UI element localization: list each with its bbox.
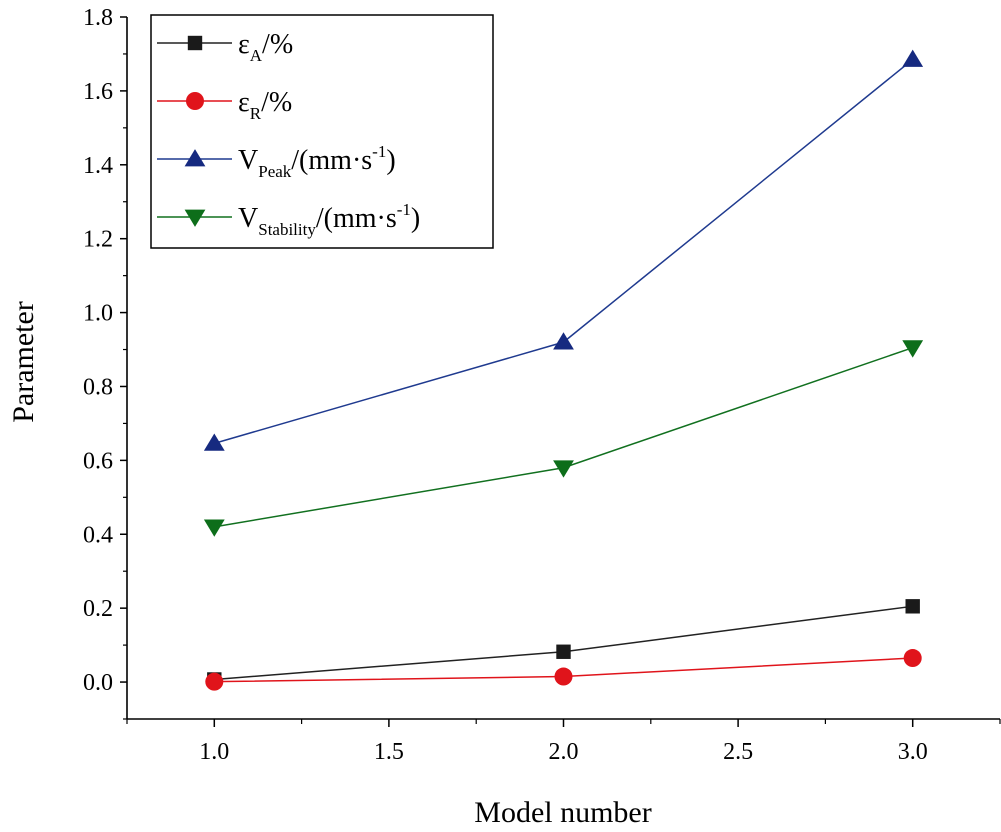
data-point-v_peak — [203, 433, 225, 451]
x-tick-label: 2.0 — [549, 739, 579, 765]
data-point-v_stability — [902, 340, 924, 358]
series-v_stability — [203, 340, 924, 537]
x-tick-label: 1.0 — [199, 739, 229, 765]
x-tick-label: 1.5 — [374, 739, 404, 765]
legend-item-eps_r: εR/% — [157, 87, 292, 123]
legend-item-eps_a: εA/% — [157, 29, 293, 65]
legend-label-v_peak: VPeak/(mm·s-1) — [238, 142, 396, 181]
y-tick-label: 0.4 — [83, 522, 113, 548]
data-point-v_peak — [902, 49, 924, 67]
legend-item-v_stability: VStability/(mm·s-1) — [157, 200, 420, 239]
y-tick-label: 1.4 — [83, 153, 113, 179]
y-tick-label: 0.2 — [83, 596, 113, 622]
y-tick-label: 1.2 — [83, 227, 113, 253]
series-eps_r — [205, 649, 922, 691]
x-tick-label: 2.5 — [723, 739, 753, 765]
series-line-v_stability — [214, 346, 913, 528]
legend-label-v_stability: VStability/(mm·s-1) — [238, 200, 420, 239]
y-tick-label: 0.0 — [83, 670, 113, 696]
legend-marker-v_peak — [184, 149, 206, 167]
x-axis-title: Model number — [474, 796, 651, 829]
series-layer — [203, 49, 924, 691]
legend-item-v_peak: VPeak/(mm·s-1) — [157, 142, 396, 181]
data-point-v_stability — [203, 519, 225, 537]
y-tick-label: 0.6 — [83, 448, 113, 474]
axes: 0.0 0.2 0.4 0.6 0.8 1.0 1.2 1.4 1.6 1.8 1.0 1.5 2.0 2… — [83, 5, 1001, 765]
data-point-eps_a — [556, 644, 571, 659]
series-v_peak — [203, 49, 924, 451]
y-tick-label: 1.8 — [83, 5, 113, 31]
y-axis-title: Parameter — [7, 301, 40, 423]
y-tick-label: 0.8 — [83, 374, 113, 400]
legend-box — [150, 14, 494, 249]
data-point-v_peak — [553, 332, 574, 350]
data-point-v_stability — [553, 460, 574, 478]
y-tick-label: 1.0 — [83, 301, 113, 327]
legend-label-eps_a: εA/% — [238, 29, 293, 65]
data-point-eps_r — [554, 667, 573, 686]
y-tick-label: 1.6 — [83, 79, 113, 105]
data-point-eps_a — [905, 599, 920, 614]
legend-marker-eps_a — [187, 35, 203, 51]
legend-marker-v_stability — [184, 209, 206, 227]
data-point-eps_r — [205, 672, 224, 691]
legend: εA/% εR/% VPeak/(mm·s-1) VStability/(mm·s-1… — [150, 14, 494, 249]
legend-label-eps_r: εR/% — [238, 87, 292, 123]
data-point-eps_r — [903, 649, 922, 668]
x-tick-label: 3.0 — [898, 739, 928, 765]
legend-marker-eps_r — [186, 92, 204, 110]
